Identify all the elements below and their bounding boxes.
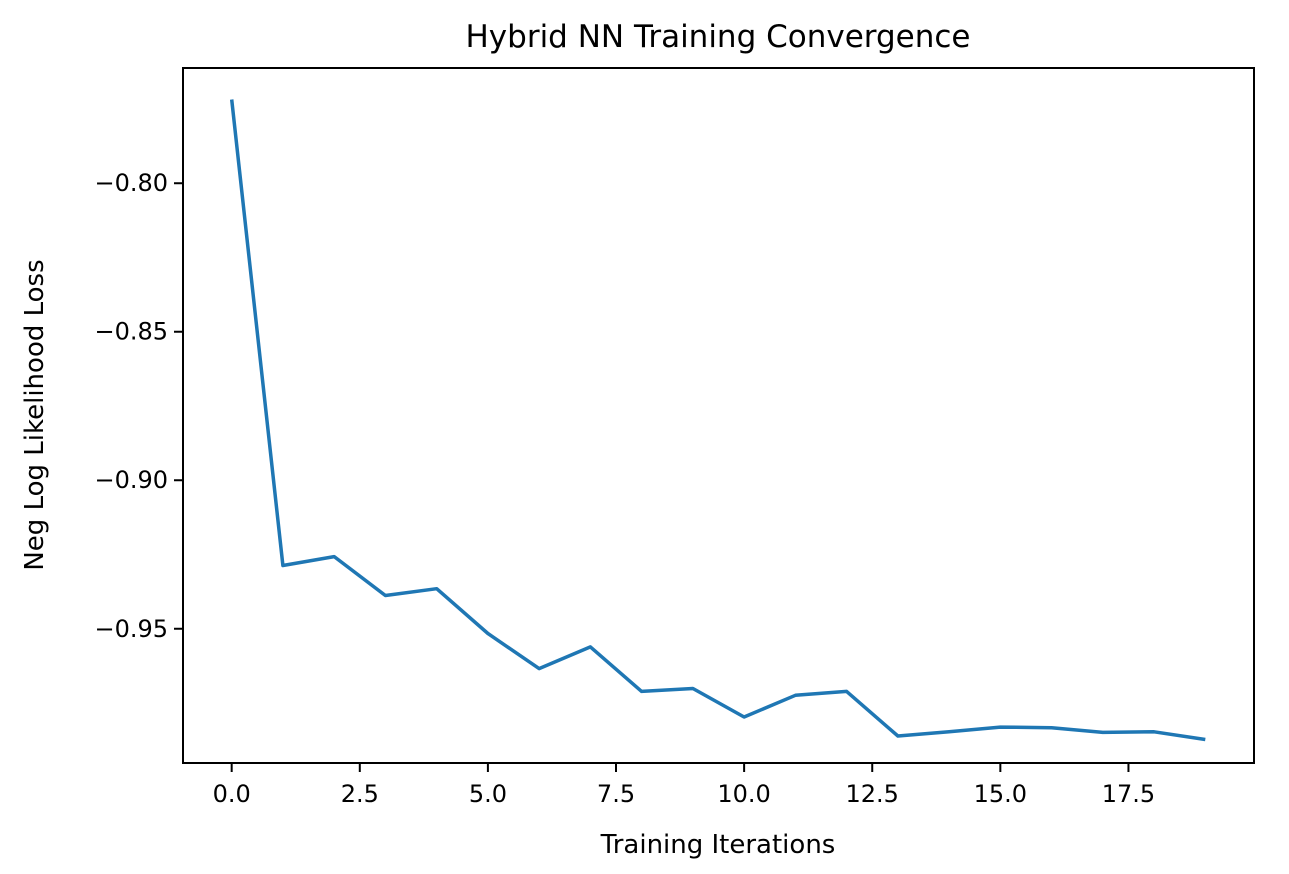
x-tick-label: 7.5: [597, 780, 635, 808]
x-axis-label: Training Iterations: [600, 830, 836, 860]
y-tick-label: −0.80: [94, 169, 168, 197]
y-tick-label: −0.95: [94, 615, 168, 643]
x-tick-label: 17.5: [1102, 780, 1155, 808]
y-tick-label: −0.85: [94, 318, 168, 346]
series-line: [229, 99, 1206, 742]
x-axis-ticks: 0.0 2.5 5.0 7.5 10.0 12.5 15.0 17.5: [213, 763, 1155, 808]
x-tick-label: 12.5: [846, 780, 899, 808]
x-tick-label: 15.0: [974, 780, 1027, 808]
chart-title: Hybrid NN Training Convergence: [465, 19, 970, 55]
plot-frame: [182, 67, 1255, 764]
x-tick-label: 2.5: [341, 780, 379, 808]
x-tick-label: 5.0: [469, 780, 507, 808]
x-tick-label: 10.0: [717, 780, 770, 808]
plot-lines: [229, 99, 1206, 742]
y-axis-label: Neg Log Likelihood Loss: [20, 259, 50, 570]
x-tick-label: 0.0: [213, 780, 251, 808]
y-axis-ticks: −0.80 −0.85 −0.90 −0.95: [94, 169, 183, 643]
y-tick-label: −0.90: [94, 466, 168, 494]
